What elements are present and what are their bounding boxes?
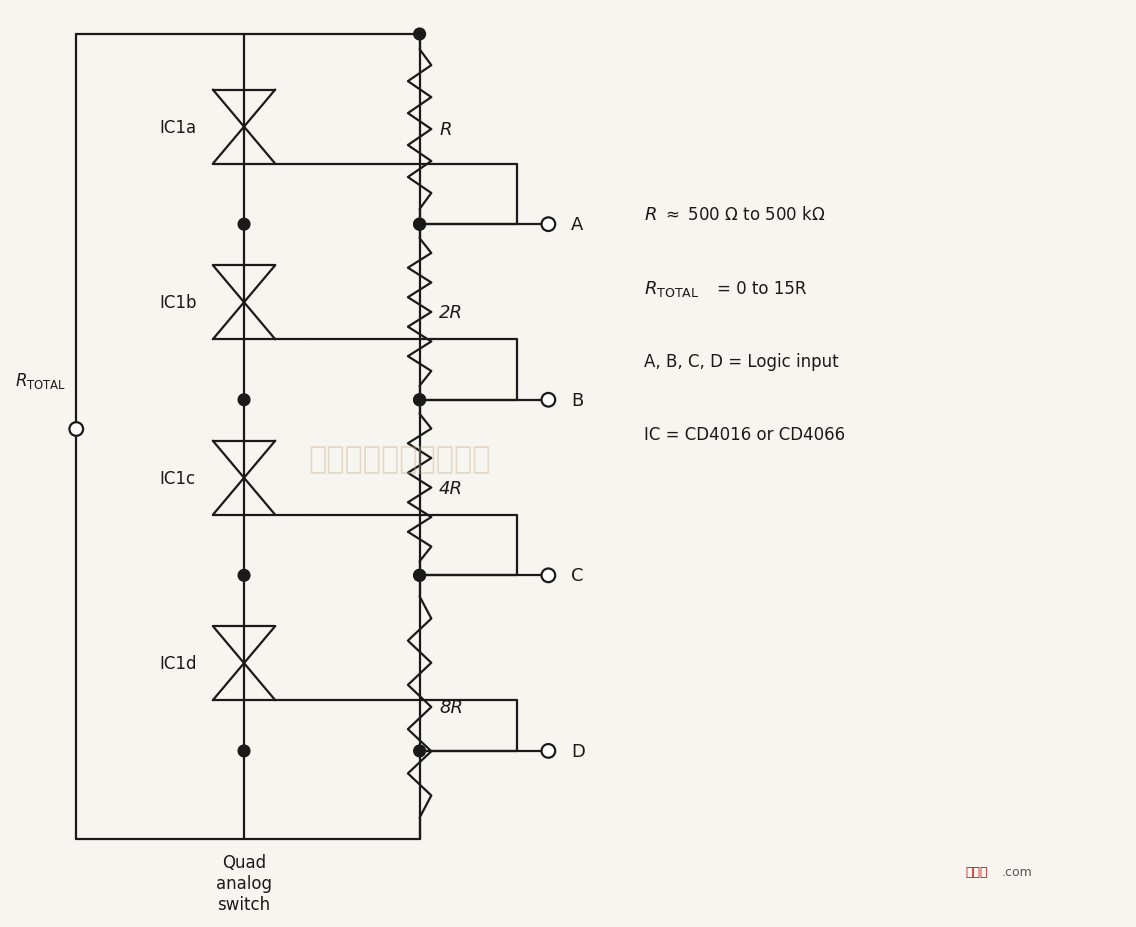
Text: IC1d: IC1d [159,654,197,672]
Text: 4R: 4R [440,479,463,497]
Circle shape [542,744,556,758]
Text: IC = CD4016 or CD4066: IC = CD4016 or CD4066 [644,425,845,443]
Circle shape [414,219,426,231]
Text: .com: .com [1002,865,1033,878]
Circle shape [414,570,426,581]
Text: A, B, C, D = Logic input: A, B, C, D = Logic input [644,352,838,370]
Circle shape [542,393,556,407]
Circle shape [414,570,426,581]
Text: IC1c: IC1c [159,469,195,488]
Text: 2R: 2R [440,304,463,322]
Text: B: B [570,391,583,410]
Circle shape [239,570,250,581]
Text: = 0 to 15R: = 0 to 15R [717,279,807,298]
Text: 8R: 8R [440,698,463,717]
Circle shape [414,29,426,41]
Circle shape [414,745,426,757]
Text: R: R [440,121,452,139]
Circle shape [239,219,250,231]
Circle shape [414,395,426,406]
Text: $R$: $R$ [644,206,657,224]
Text: IC1b: IC1b [159,294,197,311]
Text: A: A [570,216,583,234]
Circle shape [542,218,556,232]
Text: IC1a: IC1a [159,119,197,136]
Circle shape [542,569,556,582]
Text: 杭州将睿科技有限公司: 杭州将睿科技有限公司 [309,444,492,474]
Text: $R_{\mathrm{TOTAL}}$: $R_{\mathrm{TOTAL}}$ [15,371,67,391]
Circle shape [69,423,83,437]
Circle shape [414,219,426,231]
Circle shape [239,745,250,757]
Circle shape [239,395,250,406]
Text: $R_{\mathrm{TOTAL}}$: $R_{\mathrm{TOTAL}}$ [644,278,700,298]
Text: $\approx$ 500 $\Omega$ to 500 k$\Omega$: $\approx$ 500 $\Omega$ to 500 k$\Omega$ [661,206,825,224]
Text: 接线图: 接线图 [966,865,988,878]
Circle shape [414,395,426,406]
Text: C: C [570,566,583,585]
Text: D: D [570,743,585,760]
Text: Quad
analog
switch: Quad analog switch [216,854,272,913]
